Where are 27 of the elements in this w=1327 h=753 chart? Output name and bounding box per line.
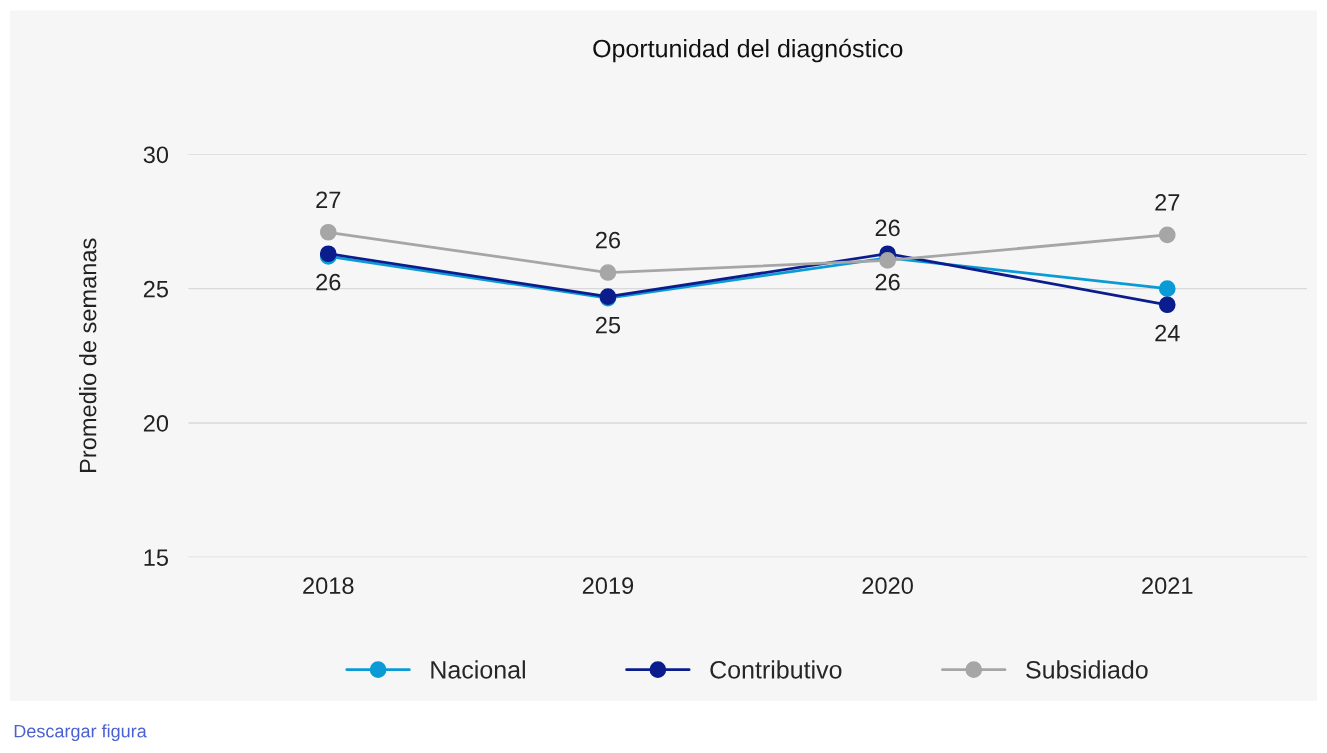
point	[319, 223, 337, 241]
data-label: 24	[1155, 324, 1180, 342]
legend-label: Nacional	[431, 660, 525, 679]
y-axis-title: Promedio de semanas	[79, 238, 97, 472]
x-tick-label: 2021	[1142, 577, 1193, 595]
chart-title: Oportunidad del diagnóstico	[593, 38, 903, 63]
y-tick-label: 15	[144, 549, 168, 567]
y-tick-label: 20	[143, 415, 169, 432]
data-label: 26	[316, 273, 341, 291]
y-tick-label: 30	[143, 146, 169, 164]
data-label: 27	[316, 191, 341, 208]
y-tick-label: 25	[143, 280, 168, 298]
data-label: 26	[875, 219, 900, 237]
point	[599, 264, 617, 281]
point	[1158, 280, 1176, 297]
point	[1158, 296, 1176, 314]
x-tick-label: 2019	[582, 577, 634, 595]
data-label: 27	[1155, 194, 1180, 211]
data-label: 26	[875, 273, 900, 291]
x-tick-label: 2018	[303, 577, 354, 595]
data-label: 25	[595, 316, 621, 334]
x-tick-label: 2020	[862, 577, 913, 595]
legend-label: Subsidiado	[1026, 660, 1148, 679]
data-label: 26	[595, 231, 621, 249]
legend-label: Contributivo	[710, 660, 842, 679]
point	[1158, 226, 1176, 244]
text: Descargar figura	[14, 724, 147, 742]
